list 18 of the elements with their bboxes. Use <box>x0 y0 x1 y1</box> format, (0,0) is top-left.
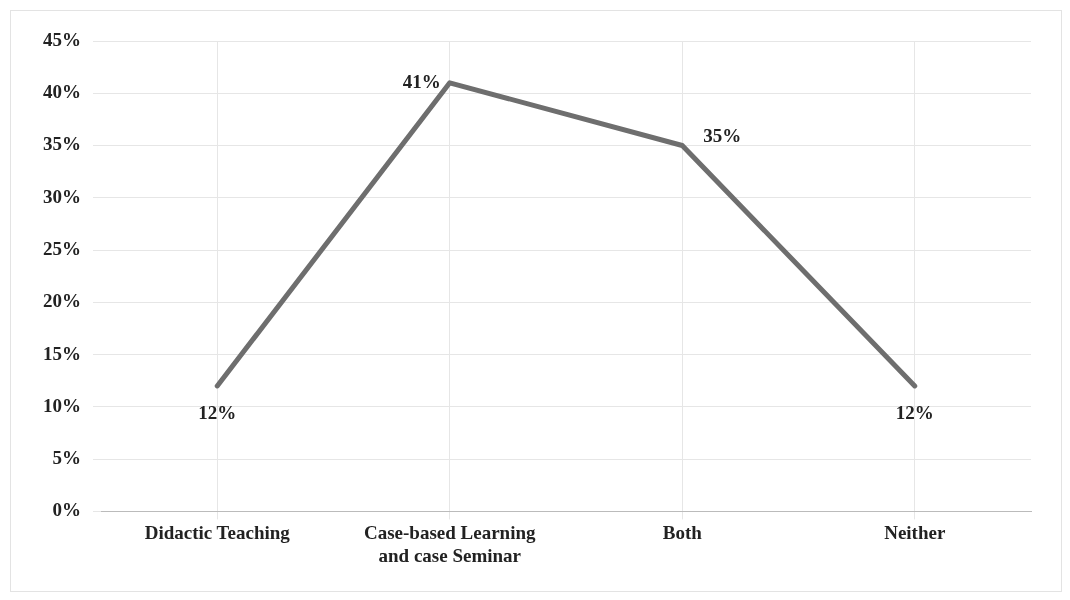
data-label: 41% <box>402 70 441 92</box>
data-label: 35% <box>703 125 742 147</box>
y-tick-label: 5% <box>52 447 81 469</box>
y-tick-label: 30% <box>43 185 81 207</box>
x-tick-label: Neither <box>884 521 946 543</box>
y-tick-label: 35% <box>43 133 81 155</box>
y-tick-label: 0% <box>52 499 81 521</box>
y-tick-label: 45% <box>43 28 81 50</box>
y-tick-label: 40% <box>43 81 81 103</box>
x-tick-label: Both <box>662 521 703 543</box>
y-tick-label: 20% <box>43 290 81 312</box>
y-tick-label: 15% <box>43 342 81 364</box>
y-tick-label: 10% <box>43 394 81 416</box>
x-tick-label: Case-based Learning and case Seminar <box>363 521 537 566</box>
y-tick-label: 25% <box>43 237 81 259</box>
x-tick-label: Didactic Teaching <box>144 521 291 543</box>
data-label: 12% <box>895 401 934 423</box>
data-label: 12% <box>198 401 237 423</box>
